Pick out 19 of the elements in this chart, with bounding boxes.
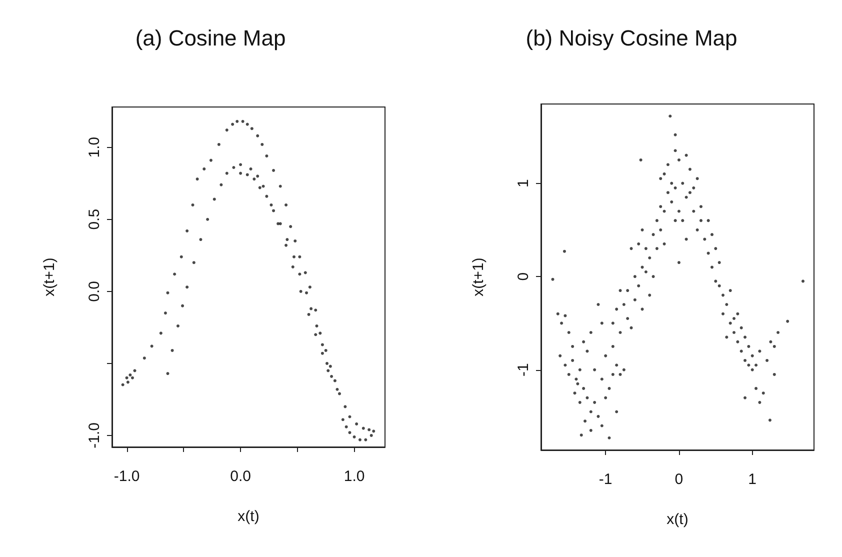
x-tick-label: 0	[674, 471, 684, 488]
chart-title: (a) Cosine Map	[135, 26, 286, 50]
y-tick-label: 0.0	[86, 280, 103, 302]
y-tick-label: 0.5	[86, 208, 103, 230]
x-axis-title: x(t)	[238, 508, 260, 525]
x-axis-title: x(t)	[666, 511, 688, 528]
y-tick-label: -1.0	[86, 422, 103, 448]
y-axis-title: x(t+1)	[470, 258, 487, 296]
y-tick-label: 1	[515, 179, 532, 188]
x-tick-label: 0.0	[230, 468, 251, 485]
x-tick-label: -1	[598, 471, 612, 488]
x-tick-label: 1.0	[344, 468, 365, 485]
y-tick-label: 1.0	[86, 136, 103, 158]
y-tick-label: -1	[515, 363, 532, 376]
chart-title: (b) Noisy Cosine Map	[526, 26, 738, 50]
y-axis-title: x(t+1)	[41, 258, 58, 296]
x-tick-label: -1.0	[114, 468, 140, 485]
x-tick-label: 1	[748, 471, 757, 488]
y-tick-label: 0	[515, 272, 532, 281]
